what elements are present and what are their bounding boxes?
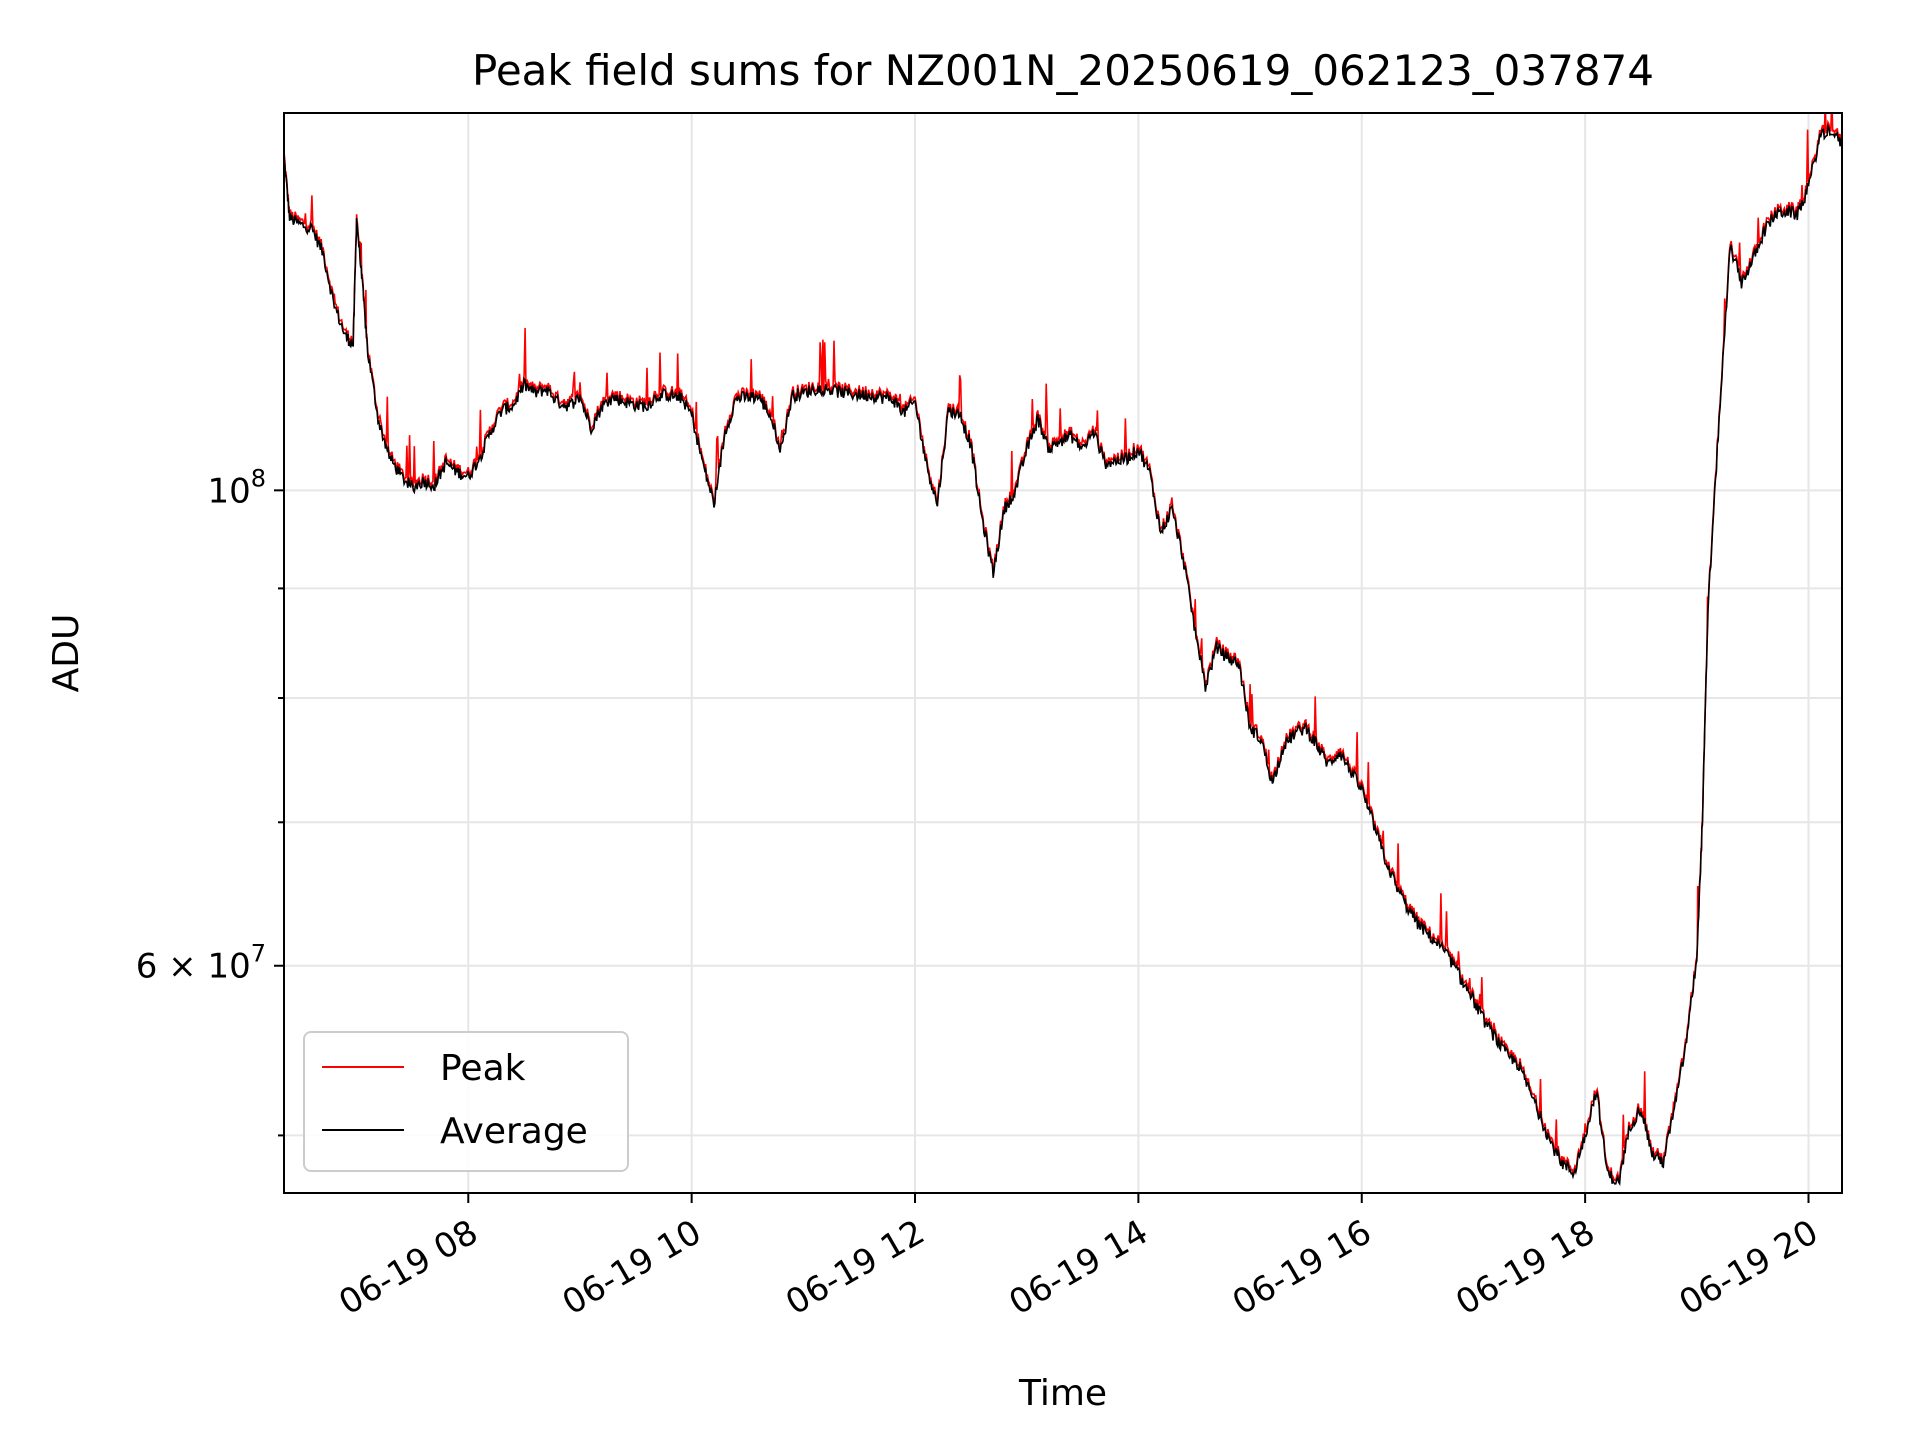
series-layer (284, 113, 1842, 1186)
legend-label-peak: Peak (440, 1048, 526, 1089)
series-line-average (284, 122, 1842, 1186)
legend: Peak Average (303, 1031, 629, 1172)
plot-frame (283, 112, 1843, 1194)
y-axis: 108 6 × 107 (136, 464, 284, 1137)
y-tick-label: 108 (207, 464, 266, 511)
legend-label-average: Average (440, 1111, 588, 1152)
y-tick-label: 6 × 107 (136, 940, 266, 987)
y-axis-label: ADU (46, 614, 87, 693)
grid (284, 113, 1842, 1193)
chart-title: Peak field sums for NZ001N_20250619_0621… (472, 46, 1654, 95)
x-axis-label: Time (1018, 1373, 1107, 1414)
